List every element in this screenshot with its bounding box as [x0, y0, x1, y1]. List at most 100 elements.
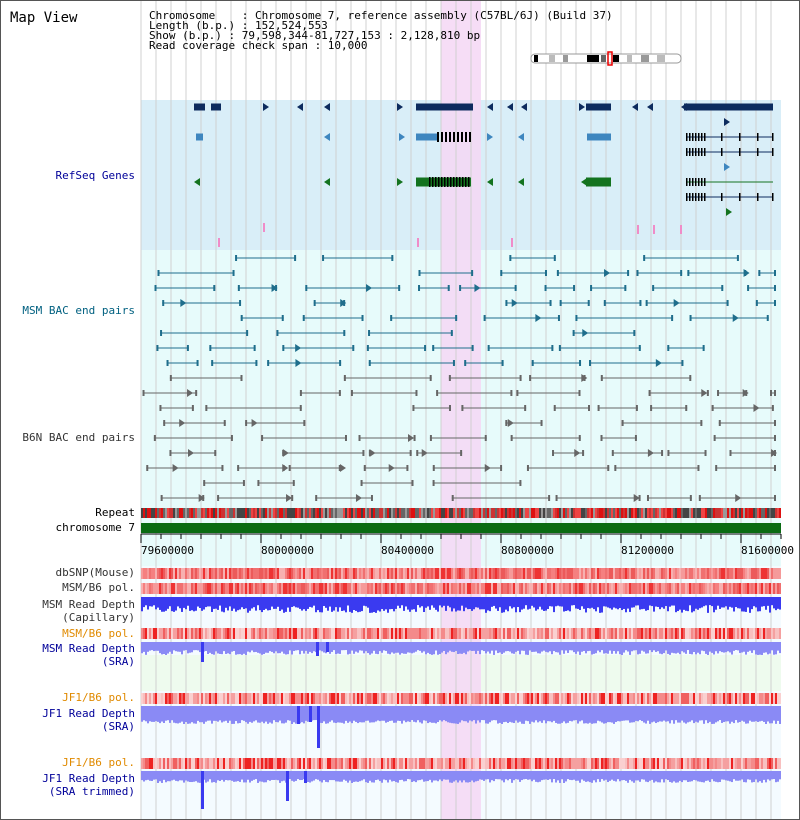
repeat-mark: [479, 508, 481, 518]
depth-bar: [163, 771, 165, 780]
heat-cell: [359, 693, 361, 704]
repeat-track-label[interactable]: Repeat: [95, 506, 135, 519]
exon-mark: [689, 133, 691, 141]
depth-spike: [317, 706, 320, 748]
heat-cell: [439, 568, 441, 579]
heat-cell: [395, 568, 397, 579]
bac-end-mark: [700, 420, 703, 426]
heat-cell: [251, 568, 253, 579]
msm-read-depth-sra-label[interactable]: MSM Read Depth (SRA): [1, 642, 135, 668]
repeat-mark: [733, 508, 735, 518]
heat-cell: [333, 568, 335, 579]
chromosome-track-label[interactable]: chromosome 7: [55, 521, 135, 534]
heat-cell: [651, 568, 653, 579]
depth-bar: [313, 642, 315, 652]
depth-bar: [655, 597, 657, 607]
bac-end-arrow: [484, 464, 491, 472]
heat-cell: [251, 583, 253, 594]
repeat-mark: [745, 508, 747, 518]
heat-cell: [327, 628, 329, 639]
bac-end-arrow: [673, 299, 680, 307]
heat-cell: [685, 583, 687, 594]
heat-cell: [623, 583, 625, 594]
heat-cell: [735, 693, 737, 704]
bac-end-mark: [230, 435, 233, 441]
depth-bar: [575, 597, 577, 609]
bac-end-mark: [432, 345, 435, 351]
heat-cell: [387, 693, 389, 704]
depth-bar: [283, 706, 285, 724]
depth-bar: [275, 771, 277, 780]
heat-cell: [467, 583, 469, 594]
heat-cell: [667, 693, 669, 704]
heat-cell: [521, 568, 523, 579]
bac-end-arrow: [581, 374, 588, 382]
heat-cell: [185, 568, 187, 579]
depth-bar: [261, 771, 263, 782]
depth-bar: [723, 642, 725, 653]
heat-cell: [619, 693, 621, 704]
refseq-track-label[interactable]: RefSeq Genes: [55, 169, 135, 182]
repeat-mark: [473, 508, 475, 518]
depth-bar: [239, 642, 241, 655]
msm-pol-capillary-label[interactable]: MSM/B6 pol.: [62, 581, 135, 594]
msm-pol-sra-label[interactable]: MSM/B6 pol.: [62, 627, 135, 640]
heat-cell: [621, 758, 623, 769]
heat-cell: [477, 583, 479, 594]
heat-cell: [469, 628, 471, 639]
bac-end-mark: [636, 270, 639, 276]
heat-cell: [669, 568, 671, 579]
depth-bar: [423, 771, 425, 782]
heat-cell: [223, 758, 225, 769]
heat-cell: [223, 568, 225, 579]
jf1-read-depth-sra-label[interactable]: JF1 Read Depth (SRA): [1, 707, 135, 733]
depth-bar: [489, 706, 491, 723]
heat-cell: [251, 758, 253, 769]
msm-read-depth-capillary-label[interactable]: MSM Read Depth (Capillary): [1, 598, 135, 624]
depth-bar: [241, 771, 243, 780]
exon-mark: [698, 178, 700, 186]
depth-bar: [711, 642, 713, 653]
depth-bar: [501, 706, 503, 724]
depth-bar: [647, 597, 649, 611]
bac-end-mark: [460, 450, 463, 456]
depth-bar: [671, 706, 673, 721]
heat-cell: [353, 568, 355, 579]
repeat-mark: [397, 508, 399, 518]
heat-cell: [657, 693, 659, 704]
depth-bar: [653, 597, 655, 612]
depth-bar: [249, 597, 251, 611]
heat-cell: [487, 758, 489, 769]
jf1-pol-trimmed-label[interactable]: JF1/B6 pol.: [62, 756, 135, 769]
repeat-mark: [453, 508, 455, 518]
depth-bar: [545, 597, 547, 611]
heat-cell: [193, 693, 195, 704]
heat-cell: [263, 758, 265, 769]
depth-bar: [433, 771, 435, 781]
heat-cell: [189, 758, 191, 769]
heat-cell: [663, 568, 665, 579]
heat-cell: [239, 628, 241, 639]
depth-bar: [385, 706, 387, 723]
jf1-pol-sra-label[interactable]: JF1/B6 pol.: [62, 691, 135, 704]
depth-bar: [409, 597, 411, 612]
depth-bar: [743, 642, 745, 652]
heat-cell: [509, 568, 511, 579]
depth-bar: [621, 771, 623, 781]
heat-cell: [665, 628, 667, 639]
depth-bar: [713, 642, 715, 655]
b6n-bac-track-label[interactable]: B6N BAC end pairs: [22, 431, 135, 444]
depth-bar: [383, 771, 385, 780]
depth-bar: [425, 706, 427, 721]
depth-bar: [221, 597, 223, 612]
repeat-mark: [651, 508, 653, 518]
msm-bac-track-label[interactable]: MSM BAC end pairs: [22, 304, 135, 317]
jf1-read-depth-trimmed-label[interactable]: JF1 Read Depth (SRA trimmed): [1, 772, 135, 798]
bac-end-mark: [557, 315, 560, 321]
heat-cell: [661, 693, 663, 704]
depth-bar: [773, 706, 775, 721]
bac-end-mark: [305, 285, 308, 291]
heat-cell: [739, 758, 741, 769]
depth-bar: [551, 642, 553, 655]
dbsnp-track-label[interactable]: dbSNP(Mouse): [55, 566, 135, 579]
